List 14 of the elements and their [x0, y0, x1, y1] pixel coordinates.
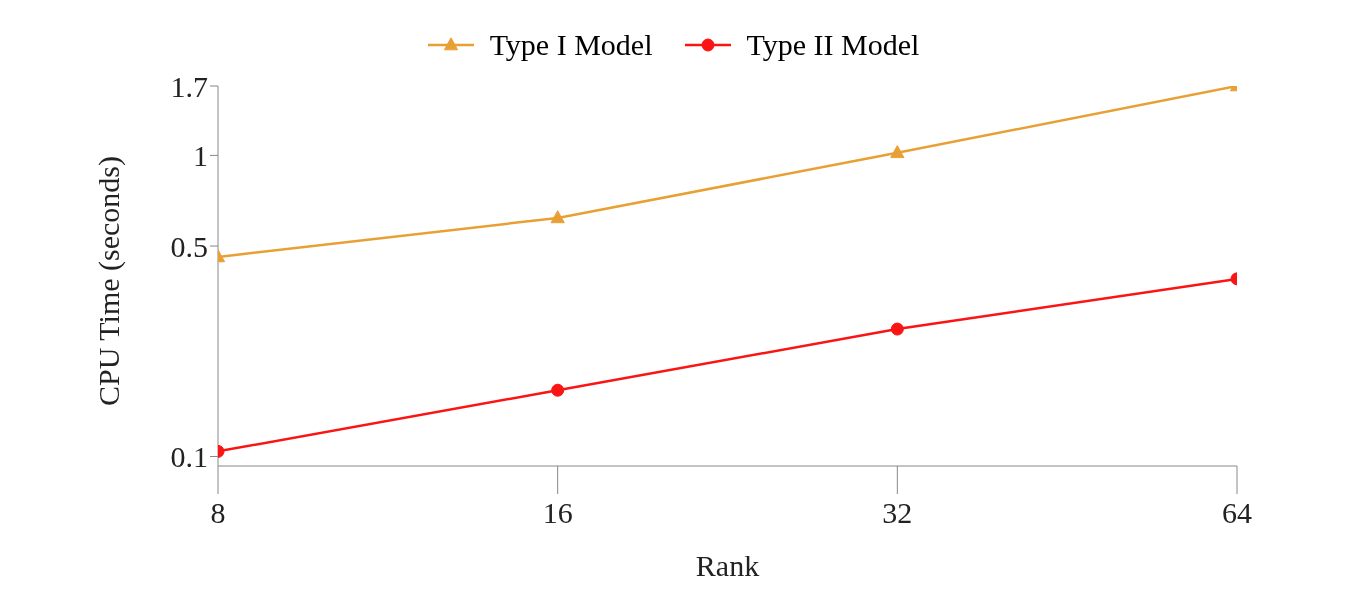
legend-label: Type II Model	[746, 28, 920, 62]
x-tick-label: 8	[210, 496, 226, 530]
x-axis-title: Rank	[695, 549, 760, 582]
y-tick-label: 1.7	[170, 69, 208, 103]
y-axis-title: CPU Time (seconds)	[91, 155, 126, 406]
y-tick-label: 0.1	[170, 440, 208, 474]
legend-label: Type I Model	[489, 28, 653, 62]
x-tick-label: 32	[882, 496, 913, 530]
x-tick-label: 64	[1222, 496, 1252, 530]
point	[550, 210, 565, 224]
y-tick-label: 0.5	[170, 229, 208, 263]
x-tick-label: 16	[542, 496, 573, 530]
y-tick-label: 1	[193, 139, 208, 173]
point	[890, 145, 905, 159]
